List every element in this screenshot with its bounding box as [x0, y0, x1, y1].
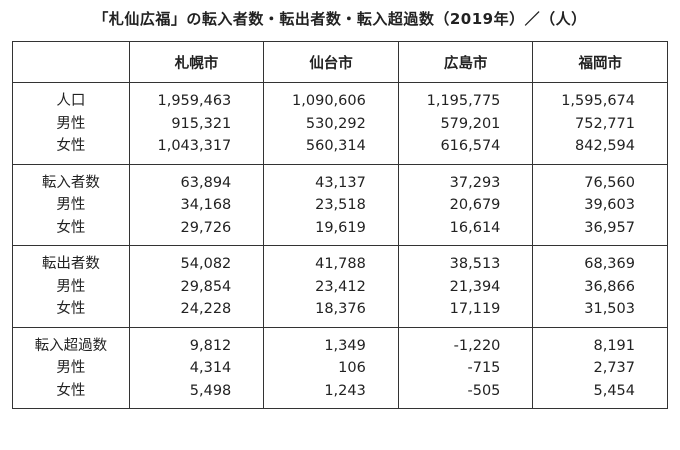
- table-value: 9,812: [189, 337, 232, 354]
- value-cell-hiroshima: -1,220 -715 -505: [397, 326, 534, 409]
- table-value: 106: [338, 360, 366, 376]
- table-value: 68,369: [584, 256, 635, 272]
- row-sublabel: 男性: [56, 278, 86, 295]
- value-cell-hiroshima: 38,513 21,394 17,119: [397, 245, 534, 328]
- value-cell-fukuoka: 68,369 36,866 31,503: [532, 245, 668, 328]
- row-sublabel: 男性: [56, 360, 86, 376]
- value-cell-sapporo: 54,082 29,854 24,228: [128, 245, 265, 328]
- table-value: 63,894: [180, 174, 232, 191]
- table-value: 616,574: [440, 138, 501, 154]
- value-cell-fukuoka: 1,595,674 752,771 842,594: [532, 82, 668, 165]
- table-value: 1,349: [324, 337, 366, 354]
- table-value: 23,412: [315, 278, 366, 295]
- row-label: 人口: [56, 93, 86, 109]
- header-row: 札幌市 仙台市 広島市 福岡市: [12, 41, 668, 83]
- table-value: 39,603: [584, 197, 635, 213]
- table-value: 1,195,775: [426, 93, 501, 109]
- table-value: 43,137: [315, 174, 366, 191]
- table-value: 29,726: [180, 219, 232, 236]
- table-value: 1,090,606: [292, 93, 366, 109]
- table-value: 31,503: [584, 301, 635, 317]
- value-cell-sapporo: 1,959,463 915,321 1,043,317: [128, 82, 265, 165]
- table-value: 23,518: [315, 197, 366, 213]
- table-value: 4,314: [189, 360, 232, 376]
- statistics-table: 札幌市 仙台市 広島市 福岡市 人口 男性 女性 1,959,463 915,321 1,…: [12, 41, 668, 409]
- group-row-move-out: 転出者数男性女性 54,082 29,854 24,228 41,788 23,412 18…: [12, 245, 668, 328]
- row-label: 転出者数: [41, 256, 100, 272]
- table-value: 24,228: [180, 301, 232, 317]
- table-value: 76,560: [584, 174, 635, 191]
- table-value: 8,191: [593, 337, 635, 354]
- page-title: 「札仙広福」の転入者数・転出者数・転入超過数（2019年）／（人）: [93, 10, 587, 28]
- header-cell-empty: [12, 41, 130, 83]
- table-value: -1,220: [453, 337, 501, 354]
- row-label: 転入超過数: [34, 337, 108, 354]
- row-sublabel: 女性: [56, 219, 86, 236]
- table-value: 1,043,317: [157, 138, 232, 154]
- value-cell-sendai: 1,090,606 530,292 560,314: [263, 82, 399, 165]
- table-value: 37,293: [449, 174, 501, 191]
- table-value: 16,614: [449, 219, 501, 236]
- table-value: -505: [467, 382, 501, 399]
- value-cell-sendai: 1,349 106 1,243: [263, 326, 399, 409]
- table-value: 29,854: [180, 278, 232, 295]
- table-value: 20,679: [449, 197, 501, 213]
- table-value: 1,595,674: [561, 93, 635, 109]
- row-label-cell: 人口 男性 女性: [12, 82, 130, 165]
- table-value: 34,168: [180, 197, 232, 213]
- row-label: 転入者数: [41, 174, 100, 191]
- table-value: 21,394: [449, 278, 501, 295]
- table-value: 5,454: [593, 382, 635, 399]
- table-value: 36,957: [584, 219, 635, 236]
- table-value: 36,866: [584, 278, 635, 295]
- value-cell-sapporo: 9,812 4,314 5,498: [128, 326, 265, 409]
- table-value: 752,771: [575, 115, 635, 132]
- row-label-cell: 転入者数 男性 女性: [12, 163, 130, 246]
- row-label-cell: 転入超過数 男性 女性: [12, 326, 130, 409]
- table-value: 17,119: [449, 301, 501, 317]
- table-value: 560,314: [305, 138, 366, 154]
- row-sublabel: 男性: [56, 197, 86, 213]
- header-sendai: 仙台市: [263, 41, 399, 83]
- table-value: 2,737: [593, 360, 635, 376]
- table-value: 842,594: [575, 138, 635, 154]
- group-row-move-in: 転入者数男性女性 63,894 34,168 29,726 43,137 23,518 19…: [12, 163, 668, 246]
- table-value: 38,513: [449, 256, 501, 272]
- table-value: 41,788: [315, 256, 366, 272]
- table-value: 915,321: [171, 115, 232, 132]
- table-value: -715: [467, 360, 501, 376]
- table-value: 579,201: [440, 115, 501, 132]
- table-value: 18,376: [315, 301, 366, 317]
- group-row-population: 人口男性女性 1,959,463 915,321 1,043,317 1,090,606…: [12, 82, 668, 165]
- table-value: 54,082: [180, 256, 232, 272]
- table-value: 5,498: [189, 382, 232, 399]
- value-cell-sendai: 43,137 23,518 19,619: [263, 163, 399, 246]
- table-value: 19,619: [315, 219, 366, 236]
- value-cell-fukuoka: 8,191 2,737 5,454: [532, 326, 668, 409]
- value-cell-fukuoka: 76,560 39,603 36,957: [532, 163, 668, 246]
- row-sublabel: 男性: [56, 115, 86, 132]
- group-row-net-migration: 転入超過数男性女性 9,812 4,314 5,498 1,349 106 1,243 -1,…: [12, 326, 668, 409]
- table-value: 1,243: [324, 382, 366, 399]
- value-cell-sendai: 41,788 23,412 18,376: [263, 245, 399, 328]
- table-value: 530,292: [305, 115, 366, 132]
- value-cell-hiroshima: 1,195,775 579,201 616,574: [397, 82, 534, 165]
- row-label-cell: 転出者数 男性 女性: [12, 245, 130, 328]
- header-sapporo: 札幌市: [128, 41, 265, 83]
- header-hiroshima: 広島市: [397, 41, 534, 83]
- value-cell-hiroshima: 37,293 20,679 16,614: [397, 163, 534, 246]
- value-cell-sapporo: 63,894 34,168 29,726: [128, 163, 265, 246]
- header-fukuoka: 福岡市: [532, 41, 668, 83]
- table-value: 1,959,463: [157, 93, 232, 109]
- row-sublabel: 女性: [56, 138, 86, 154]
- row-sublabel: 女性: [56, 301, 86, 317]
- row-sublabel: 女性: [56, 382, 86, 399]
